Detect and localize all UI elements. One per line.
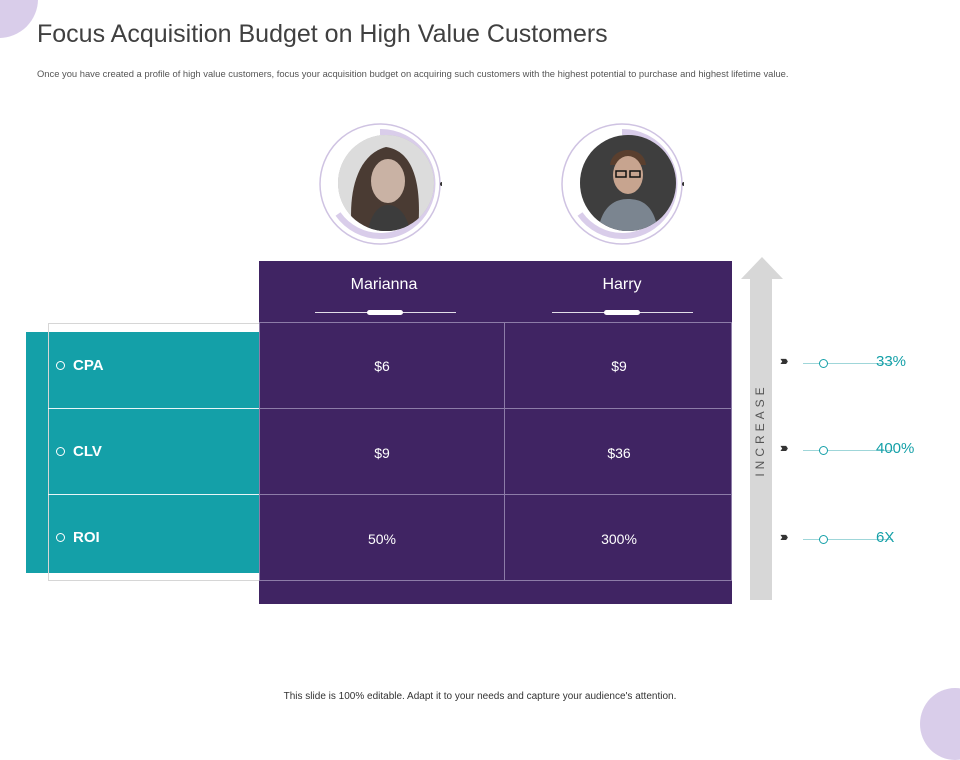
row-label-text: ROI bbox=[73, 529, 100, 546]
metric-value: 6X bbox=[876, 529, 895, 546]
circle-bullet-icon bbox=[56, 447, 65, 456]
connector-line bbox=[803, 363, 893, 364]
avatar-marianna bbox=[318, 122, 442, 246]
avatar-harry bbox=[560, 122, 684, 246]
row-label-text: CLV bbox=[73, 443, 102, 460]
slide-title: Focus Acquisition Budget on High Value C… bbox=[37, 20, 608, 48]
table-grid-line bbox=[259, 408, 732, 409]
column-header-harry: Harry bbox=[602, 276, 642, 293]
header-pill bbox=[367, 310, 403, 315]
connector-line bbox=[803, 450, 893, 451]
row-label-text: CPA bbox=[73, 357, 104, 374]
table-grid-line bbox=[731, 322, 732, 581]
table-grid-line bbox=[259, 494, 732, 495]
table-cell: 50% bbox=[367, 531, 397, 547]
table-cell: $6 bbox=[374, 358, 390, 374]
connector-dot bbox=[819, 359, 828, 368]
increase-label: INCREASE bbox=[753, 383, 767, 477]
row-divider bbox=[48, 494, 260, 495]
table-cell: $9 bbox=[374, 445, 390, 461]
comparison-table bbox=[259, 261, 732, 604]
corner-decoration-top-left bbox=[0, 0, 38, 38]
man-portrait-icon bbox=[580, 135, 676, 231]
circle-bullet-icon bbox=[56, 361, 65, 370]
table-grid-line bbox=[504, 322, 505, 581]
column-header-marianna: Marianna bbox=[350, 276, 418, 293]
table-cell: $36 bbox=[607, 445, 631, 461]
table-grid-line bbox=[259, 322, 260, 581]
slide-subtitle: Once you have created a profile of high … bbox=[37, 68, 789, 79]
row-divider bbox=[48, 408, 260, 409]
chevrons-right-icon: ›››› bbox=[780, 353, 789, 368]
metric-labels-panel bbox=[26, 332, 260, 573]
table-cell: 300% bbox=[601, 531, 637, 547]
table-grid-line bbox=[259, 580, 732, 581]
header-pill bbox=[604, 310, 640, 315]
metric-value: 33% bbox=[876, 353, 907, 370]
row-label-roi: ROI bbox=[56, 529, 100, 546]
table-cell: $9 bbox=[611, 358, 627, 374]
chevrons-right-icon: ›››› bbox=[780, 529, 789, 544]
row-label-clv: CLV bbox=[56, 443, 102, 460]
connector-dot bbox=[819, 446, 828, 455]
metric-value: 400% bbox=[876, 440, 915, 457]
row-label-cpa: CPA bbox=[56, 357, 104, 374]
chevrons-right-icon: ›››› bbox=[780, 440, 789, 455]
arrow-up-icon bbox=[741, 257, 783, 600]
connector-dot bbox=[819, 535, 828, 544]
woman-portrait-icon bbox=[338, 135, 434, 231]
connector-line bbox=[803, 539, 893, 540]
table-grid-line bbox=[259, 322, 732, 323]
circle-bullet-icon bbox=[56, 533, 65, 542]
slide-footer: This slide is 100% editable. Adapt it to… bbox=[283, 691, 677, 702]
